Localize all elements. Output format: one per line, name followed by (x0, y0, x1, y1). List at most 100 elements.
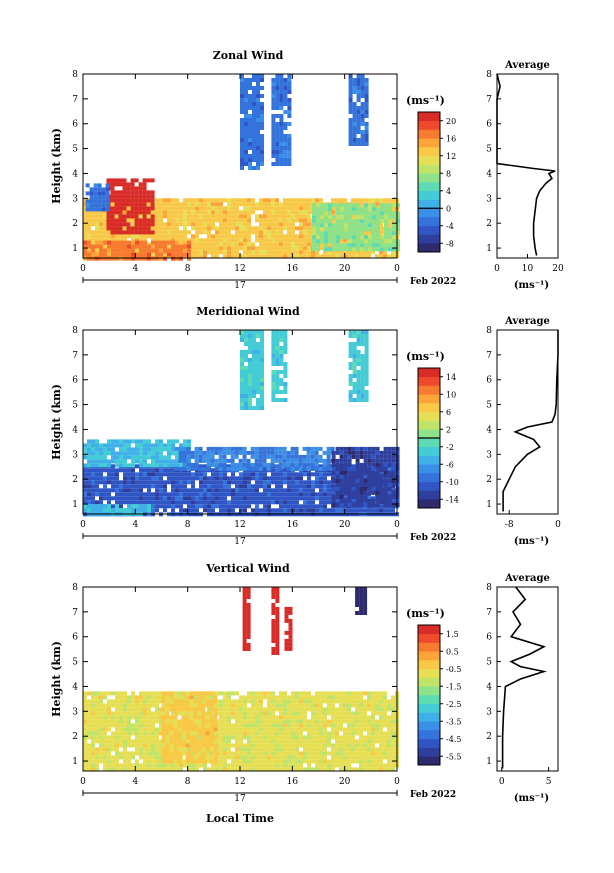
heatmap-cell (244, 158, 248, 162)
heatmap-cell (255, 234, 259, 239)
heatmap-cell (287, 110, 292, 114)
heatmap-cell (331, 450, 336, 455)
heatmap-cell (303, 492, 307, 497)
heatmap-cell (155, 747, 159, 752)
heatmap-cell (279, 763, 283, 768)
heatmap-cell (271, 354, 276, 358)
heatmap-cell (271, 727, 275, 732)
heatmap-cell (151, 256, 155, 261)
heatmap-cell (279, 146, 284, 150)
heatmap-cell (151, 210, 155, 215)
heatmap-cell (356, 90, 361, 94)
heatmap-cell (227, 234, 231, 239)
heatmap-cell (391, 450, 396, 455)
heatmap-cell (271, 114, 276, 118)
heatmap-cell (95, 455, 99, 460)
heatmap-cell (126, 186, 131, 191)
heatmap-cell (119, 256, 123, 261)
heatmap-cell (223, 763, 227, 768)
heatmap-cell (263, 747, 267, 752)
heatmap-cell (295, 508, 299, 513)
heatmap-cell (279, 508, 283, 513)
heatmap-cell (328, 211, 332, 216)
heatmap-cell (219, 202, 223, 207)
heatmap-cell (231, 218, 235, 223)
heatmap-cell (267, 715, 271, 720)
heatmap-cell (248, 370, 252, 374)
heatmap-cell (223, 711, 227, 716)
heatmap-cell (103, 252, 107, 257)
heatmap-cell (259, 711, 263, 716)
heatmap-cell (243, 703, 247, 708)
heatmap-cell (256, 118, 260, 122)
heatmap-cell (123, 743, 127, 748)
heatmap-cell (252, 346, 256, 350)
heatmap-cell (275, 358, 280, 362)
heatmap-cell (223, 767, 227, 772)
heatmap-cell (99, 723, 103, 728)
heatmap-cell (175, 252, 179, 257)
panel-title: Vertical Wind (205, 562, 290, 575)
heatmap-cell (360, 207, 364, 212)
y-axis-label: Height (km) (50, 128, 63, 204)
heatmap-cell (103, 240, 107, 245)
heatmap-cell (252, 350, 256, 354)
heatmap-cell (91, 739, 95, 744)
heatmap-cell (127, 488, 131, 493)
average-y-tick-label: 1 (486, 244, 492, 254)
heatmap-cell (348, 138, 353, 142)
heatmap-cell (231, 743, 235, 748)
heatmap-cell (219, 484, 223, 489)
heatmap-cell (256, 390, 260, 394)
heatmap-cell (243, 472, 247, 477)
heatmap-cell (175, 463, 179, 468)
heatmap-cell (199, 250, 203, 255)
heatmap-cell (363, 458, 368, 463)
heatmap-cell (167, 455, 171, 460)
heatmap-cell (380, 247, 384, 252)
heatmap-cell (348, 74, 353, 78)
colorbar-swatch (418, 394, 440, 404)
heatmap-cell (239, 735, 243, 740)
heatmap-cell (254, 454, 259, 459)
heatmap-cell (387, 458, 392, 463)
heatmap-cell (99, 443, 103, 448)
heatmap-cell (147, 488, 151, 493)
heatmap-cell (339, 458, 344, 463)
heatmap-cell (360, 215, 364, 220)
heatmap-cell (171, 218, 175, 223)
heatmap-cell (343, 490, 348, 495)
heatmap-cell (275, 206, 279, 211)
heatmap-cell (290, 446, 295, 451)
heatmap-cell (339, 446, 344, 451)
heatmap-cell (127, 703, 131, 708)
heatmap-cell (155, 463, 159, 468)
heatmap-cell (183, 218, 187, 223)
heatmap-cell (123, 751, 127, 756)
heatmap-cell (283, 90, 288, 94)
heatmap-cell (183, 248, 187, 253)
heatmap-cell (306, 454, 311, 459)
heatmap-cell (240, 154, 244, 158)
heatmap-cell (203, 472, 207, 477)
heatmap-cell (139, 715, 143, 720)
heatmap-cell (101, 207, 106, 212)
heatmap-cell (87, 250, 91, 255)
heatmap-cell (115, 480, 119, 485)
heatmap-cell (167, 763, 171, 768)
heatmap-cell (123, 735, 127, 740)
heatmap-cell (260, 114, 264, 118)
heatmap-cell (207, 476, 211, 481)
heatmap-cell (279, 350, 284, 354)
heatmap-cell (159, 751, 163, 756)
heatmap-cell (271, 739, 275, 744)
heatmap-cell (283, 162, 288, 166)
heatmap-cell (95, 691, 99, 696)
heatmap-cell (368, 219, 372, 224)
heatmap-cell (87, 759, 91, 764)
heatmap-cell (348, 350, 353, 354)
heatmap-cell (183, 443, 187, 448)
heatmap-cell (119, 711, 123, 716)
heatmap-cell (83, 723, 87, 728)
heatmap-cell (275, 198, 279, 203)
